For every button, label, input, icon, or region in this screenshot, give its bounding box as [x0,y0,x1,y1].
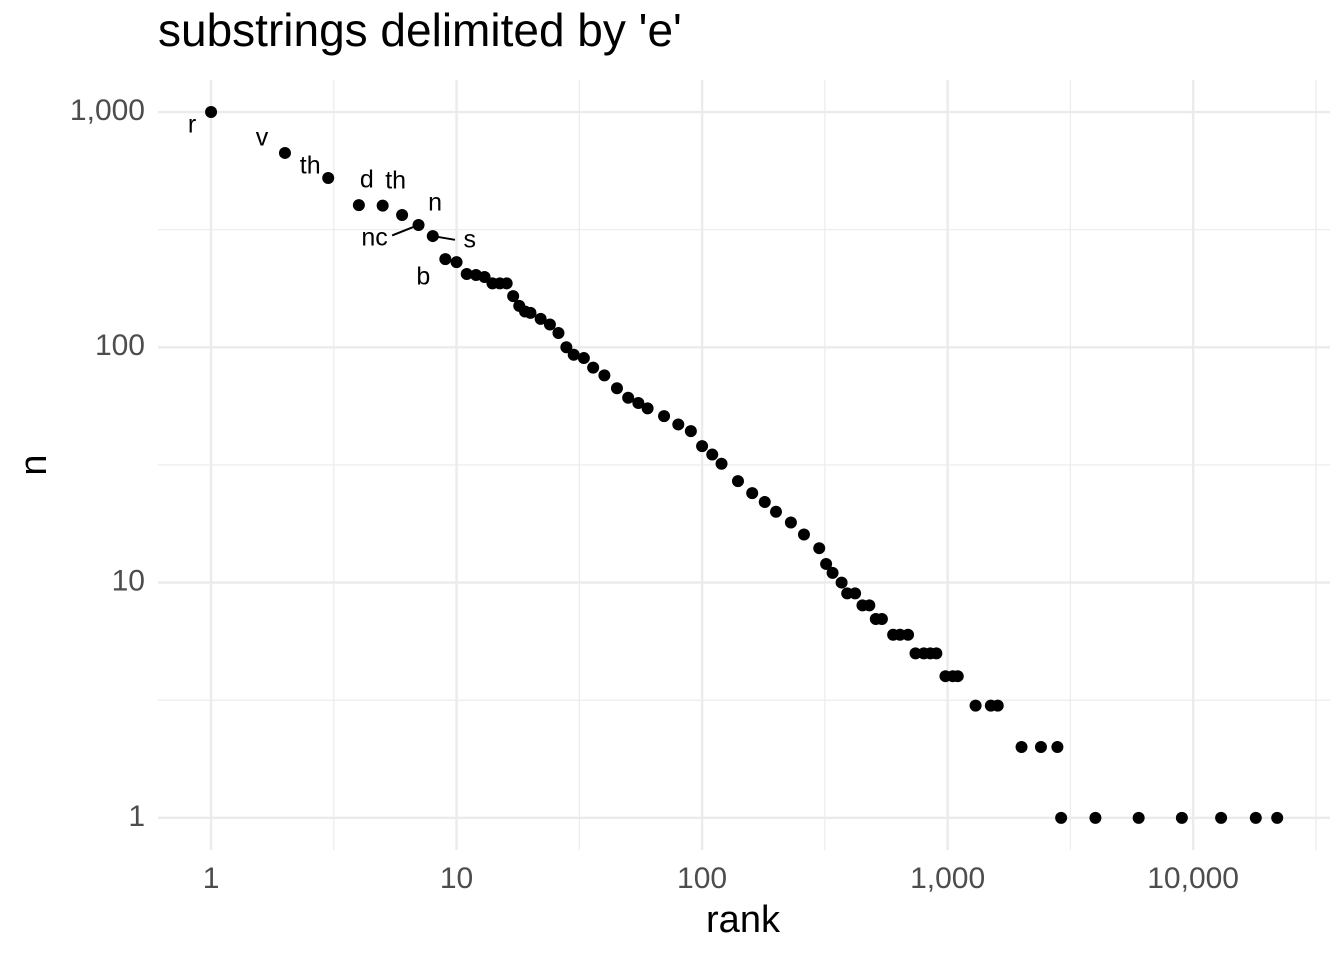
point [746,487,759,500]
point [322,172,335,185]
point [715,457,728,470]
point [1132,811,1145,824]
point [731,475,744,488]
point [991,699,1004,712]
point-label: th [300,152,321,180]
point [813,542,826,555]
point [439,253,452,266]
x-tick-label: 100 [677,862,727,895]
point [826,566,839,579]
point [784,516,797,529]
point [610,382,623,395]
y-axis-title: n [13,454,55,475]
point [552,327,565,340]
point [632,396,645,409]
point [849,587,862,600]
point-label: th [385,166,406,194]
point [1271,811,1284,824]
chart-title: substrings delimited by 'e' [158,4,682,56]
x-tick-label: 10 [440,862,473,895]
point [460,267,473,280]
point [524,306,537,319]
point [930,647,943,660]
point [672,418,685,431]
point [835,576,848,589]
point [706,448,719,461]
point [902,628,915,641]
x-tick-label: 10,000 [1147,862,1239,895]
point [684,425,697,438]
point [1055,811,1068,824]
point-label: d [360,166,374,194]
point [205,106,218,119]
point [658,410,671,423]
point [797,528,810,541]
point-label: v [256,124,269,152]
point [909,647,922,660]
point [1034,741,1047,754]
point-label: r [188,111,196,139]
y-tick-label: 1,000 [70,94,145,127]
point [951,670,964,683]
x-tick-label: 1 [203,862,220,895]
point [560,341,573,354]
point-label: nc [361,224,387,252]
point [500,277,513,290]
x-axis-title: rank [706,899,781,941]
y-tick-label: 1 [128,800,145,833]
point-label: b [416,263,430,291]
y-tick-label: 100 [95,329,145,362]
label-leader [432,235,456,241]
point-label: n [428,189,442,217]
point [1215,811,1228,824]
point [875,613,888,626]
point [641,402,654,415]
point [577,352,590,365]
x-tick-label: 1,000 [910,862,985,895]
point [278,146,291,159]
point [758,496,771,509]
label-leader [391,224,419,237]
point [543,318,556,331]
point [534,312,547,325]
point [969,699,982,712]
point-label: s [464,226,477,254]
point [769,505,782,518]
point [376,199,389,212]
point [863,599,876,612]
point [567,348,580,361]
point [507,290,520,303]
y-tick-label: 10 [112,564,145,597]
point [587,361,600,374]
point [1015,741,1028,754]
point [622,391,635,404]
point [696,440,709,453]
point [352,199,365,212]
point [396,208,409,221]
point [598,369,611,382]
point [1051,741,1064,754]
point [820,557,833,570]
point [1089,811,1102,824]
point [450,256,463,269]
point [1175,811,1188,824]
point [1249,811,1262,824]
